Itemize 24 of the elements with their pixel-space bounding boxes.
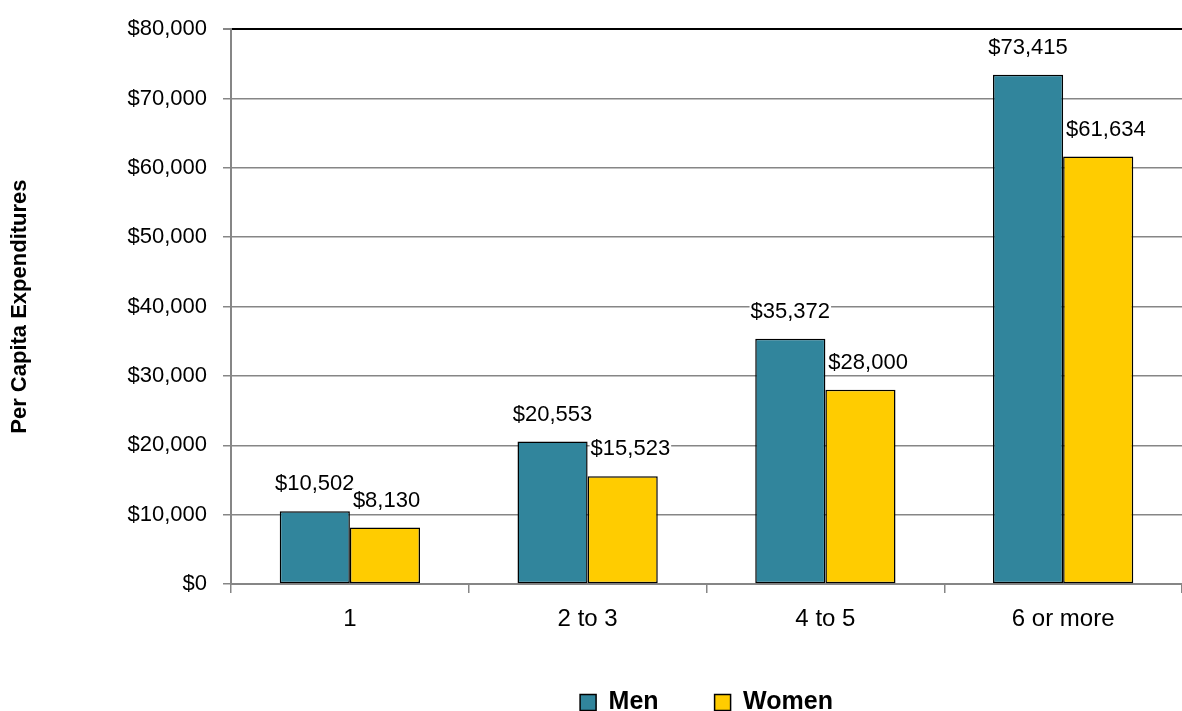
legend-label: Men <box>608 686 659 711</box>
data-label: $28,000 <box>828 348 908 374</box>
x-tick-label: 6 or more <box>1011 604 1115 632</box>
data-label: $15,523 <box>590 435 671 461</box>
y-tick-label: $0 <box>182 570 207 596</box>
y-tick-label: $30,000 <box>127 362 207 388</box>
y-axis-title: Per Capita Expenditures <box>6 179 32 434</box>
y-tick-label: $20,000 <box>127 431 207 457</box>
data-label: $10,502 <box>275 470 355 496</box>
x-tick-label: 1 <box>343 604 357 632</box>
data-label: $20,553 <box>512 400 593 426</box>
y-tick-label: $80,000 <box>127 15 207 41</box>
data-label: $35,372 <box>750 297 831 323</box>
y-tick-label: $70,000 <box>127 84 207 110</box>
data-label: $8,130 <box>352 486 421 512</box>
y-tick-label: $10,000 <box>127 500 207 526</box>
data-label: $73,415 <box>988 33 1068 59</box>
y-tick-label: $50,000 <box>127 223 207 249</box>
y-tick-label: $60,000 <box>127 153 207 179</box>
x-tick-label: 2 to 3 <box>557 604 618 632</box>
legend-label: Women <box>743 686 833 711</box>
x-tick-label: 4 to 5 <box>795 604 856 632</box>
y-tick-label: $40,000 <box>127 292 207 318</box>
data-label: $61,634 <box>1066 115 1146 141</box>
